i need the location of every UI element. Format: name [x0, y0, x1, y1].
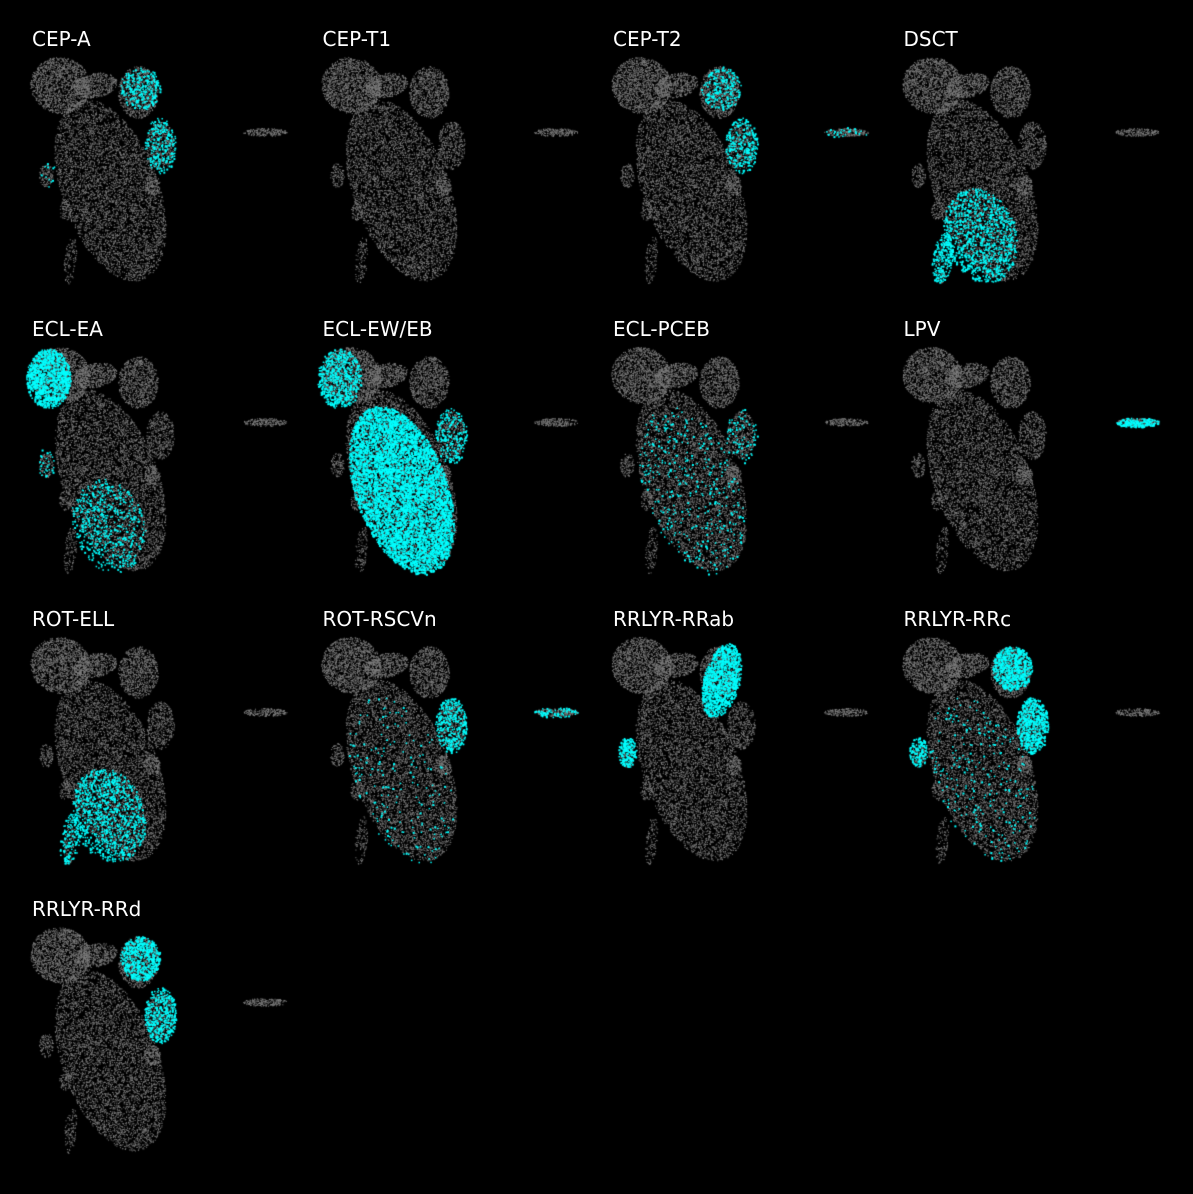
scatter-panel: ROT-RSCVn: [290, 580, 581, 870]
scatter-points: [290, 290, 581, 580]
scatter-points: [290, 0, 581, 290]
panel-title: ECL-EA: [32, 317, 103, 341]
scatter-points: [290, 580, 581, 870]
panel-title: LPV: [903, 317, 941, 341]
panel-title: DSCT: [903, 27, 958, 51]
scatter-points: [581, 290, 871, 580]
panel-title: RRLYR-RRc: [903, 607, 1012, 631]
scatter-panel: CEP-T2: [581, 0, 871, 290]
panel-title: CEP-T1: [322, 27, 392, 51]
panel-title: RRLYR-RRab: [613, 607, 735, 631]
panel-title: ROT-ELL: [32, 607, 115, 631]
panel-title: CEP-T2: [613, 27, 682, 51]
scatter-points: [0, 290, 290, 580]
scatter-panel: ECL-EW/EB: [290, 290, 581, 580]
scatter-panel: ECL-PCEB: [581, 290, 871, 580]
panel-title: ECL-PCEB: [613, 317, 710, 341]
scatter-points: [0, 870, 290, 1160]
scatter-panel: ECL-EA: [0, 290, 290, 580]
scatter-points: [581, 580, 871, 870]
panel-title: ECL-EW/EB: [322, 317, 433, 341]
scatter-points: [0, 580, 290, 870]
scatter-panel: CEP-A: [0, 0, 290, 290]
scatter-points: [871, 0, 1162, 290]
panel-title: CEP-A: [32, 27, 91, 51]
scatter-panel: ROT-ELL: [0, 580, 290, 870]
scatter-panel: CEP-T1: [290, 0, 581, 290]
scatter-panel: RRLYR-RRd: [0, 870, 290, 1160]
scatter-panel: RRLYR-RRab: [581, 580, 871, 870]
scatter-panel: RRLYR-RRc: [871, 580, 1162, 870]
panel-title: RRLYR-RRd: [32, 897, 142, 921]
scatter-points: [871, 290, 1162, 580]
scatter-panel: LPV: [871, 290, 1162, 580]
scatter-panel: DSCT: [871, 0, 1162, 290]
scatter-points: [581, 0, 871, 290]
scatter-points: [871, 580, 1162, 870]
scatter-points: [0, 0, 290, 290]
panel-title: ROT-RSCVn: [322, 607, 437, 631]
